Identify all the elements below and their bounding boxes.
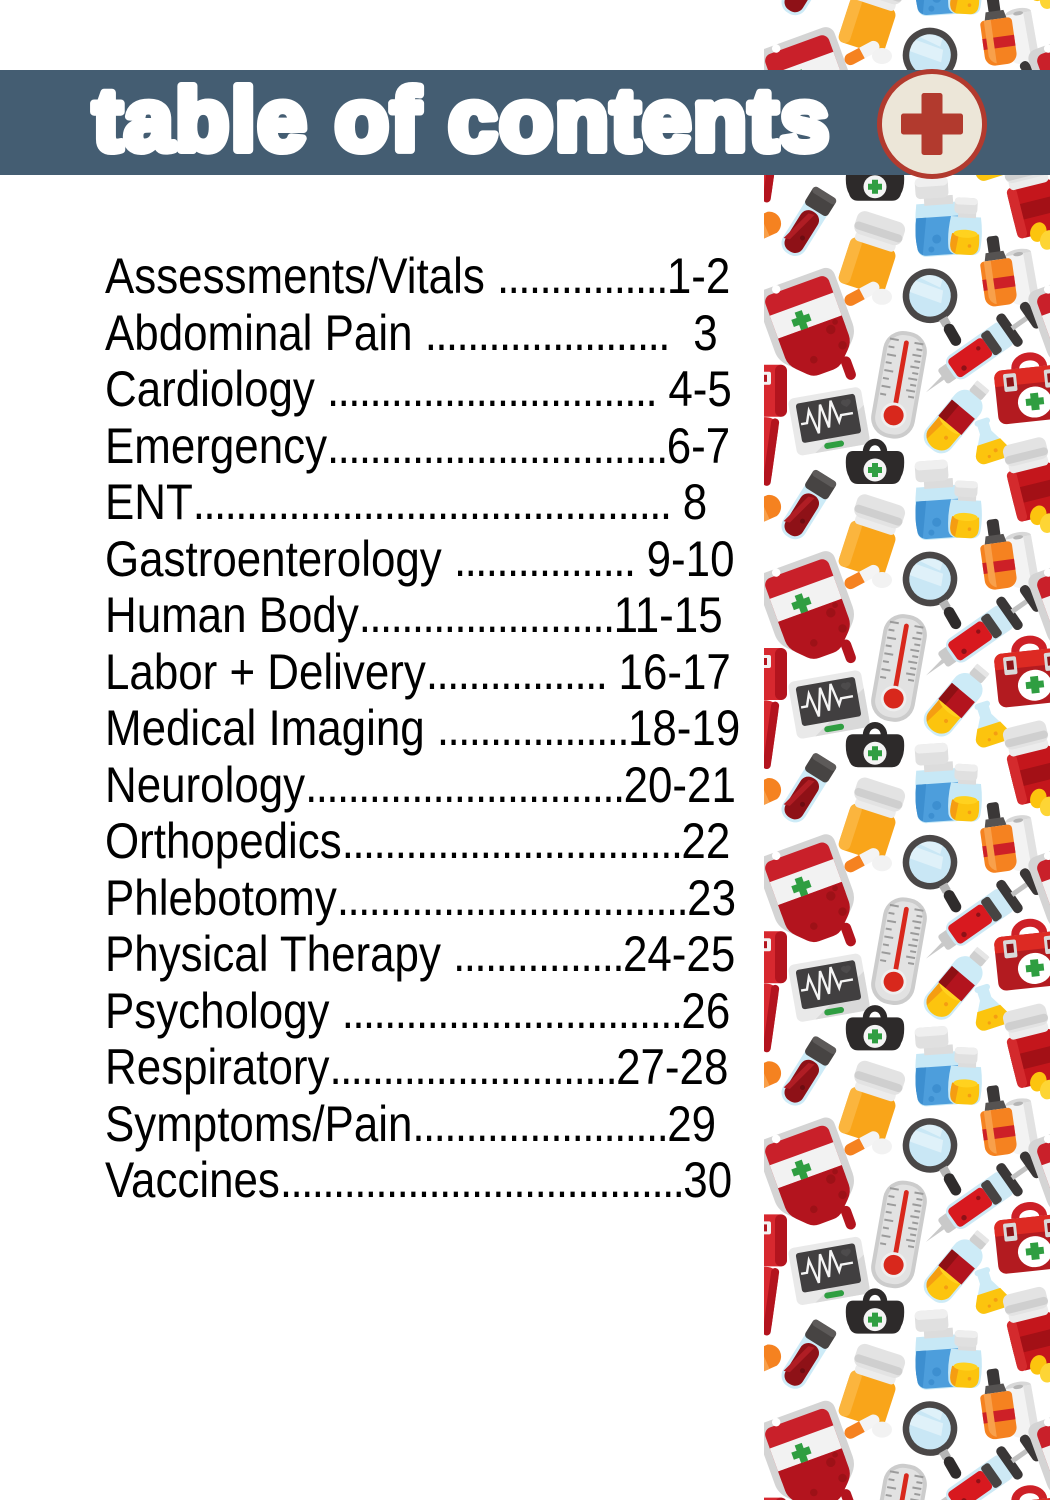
svg-text:table of contents: table of contents <box>93 70 831 169</box>
